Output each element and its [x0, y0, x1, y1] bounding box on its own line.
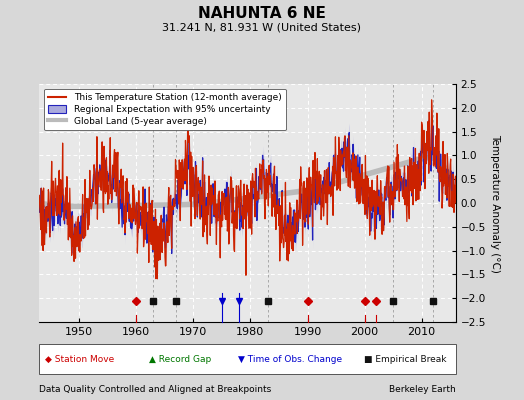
- Text: ◆ Station Move: ◆ Station Move: [45, 354, 114, 364]
- Text: ■ Empirical Break: ■ Empirical Break: [364, 354, 446, 364]
- Text: NAHUNTA 6 NE: NAHUNTA 6 NE: [198, 6, 326, 21]
- Text: Berkeley Earth: Berkeley Earth: [389, 385, 456, 394]
- Legend: This Temperature Station (12-month average), Regional Expectation with 95% uncer: This Temperature Station (12-month avera…: [44, 88, 286, 130]
- Text: ▲ Record Gap: ▲ Record Gap: [149, 354, 212, 364]
- Text: Data Quality Controlled and Aligned at Breakpoints: Data Quality Controlled and Aligned at B…: [39, 385, 271, 394]
- Text: 31.241 N, 81.931 W (United States): 31.241 N, 81.931 W (United States): [162, 22, 362, 32]
- Y-axis label: Temperature Anomaly (°C): Temperature Anomaly (°C): [490, 134, 500, 272]
- Text: ▼ Time of Obs. Change: ▼ Time of Obs. Change: [238, 354, 343, 364]
